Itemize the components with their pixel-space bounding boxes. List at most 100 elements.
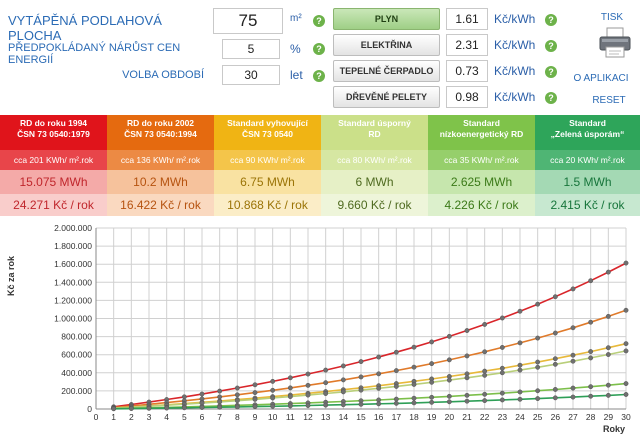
fuel-button-gas[interactable]: PLYN	[333, 8, 440, 30]
x-tick-label: 16	[374, 412, 384, 422]
data-point	[411, 364, 417, 370]
y-tick-label: 600.000	[61, 350, 92, 360]
data-point	[588, 319, 594, 325]
data-point	[623, 341, 629, 347]
standard-consumption: cca 136 KWh/ m².rok	[107, 150, 214, 170]
data-point	[287, 375, 293, 381]
x-tick-labels: 0 1 2 3 4 5 6 7 8 9 10 11 12 13 14 15 16 17 18 19 20 21 22 23 24…	[94, 412, 631, 422]
data-point	[535, 396, 541, 402]
y-tick-label: 2.000.000	[54, 223, 92, 233]
data-point	[570, 394, 576, 400]
fuel-price-heat-pump[interactable]: 0.73	[446, 60, 488, 82]
data-point	[517, 340, 523, 346]
fuel-help-icon-gas[interactable]: ?	[545, 14, 557, 26]
x-tick-label: 15	[356, 412, 366, 422]
data-point	[393, 368, 399, 374]
fuel-help-icon-pellets[interactable]: ?	[545, 92, 557, 104]
x-tick-label: 8	[235, 412, 240, 422]
growth-help-icon[interactable]: ?	[313, 43, 325, 55]
data-point	[517, 389, 523, 395]
x-tick-label: 28	[586, 412, 596, 422]
fuel-price-electricity[interactable]: 2.31	[446, 34, 488, 56]
area-unit: m²	[290, 13, 302, 24]
x-tick-label: 22	[480, 412, 490, 422]
data-point	[446, 333, 452, 339]
period-input[interactable]: 30	[222, 65, 280, 85]
print-link[interactable]: TISK	[600, 12, 624, 23]
x-tick-label: 7	[217, 412, 222, 422]
fuel-unit-gas: Kč/kWh	[494, 12, 536, 26]
x-tick-label: 27	[568, 412, 578, 422]
standard-title: RD do roku 2002 ČSN 73 0540:1994	[107, 115, 214, 150]
data-point	[482, 391, 488, 397]
standard-column: Standard „Zelená úsporám“ cca 20 KWh/ m².r…	[535, 115, 640, 216]
data-point	[605, 313, 611, 319]
standard-title-line1: Standard	[463, 118, 500, 128]
data-point	[358, 401, 364, 407]
fuel-help-icon-heat-pump[interactable]: ?	[545, 66, 557, 78]
fuel-price-gas[interactable]: 1.61	[446, 8, 488, 30]
standard-mwh: 2.625 MWh	[428, 170, 535, 194]
area-help-icon[interactable]: ?	[313, 15, 325, 27]
data-point	[411, 395, 417, 401]
data-point	[552, 356, 558, 362]
standard-title-line1: RD do roku 2002	[126, 118, 195, 128]
data-point	[570, 325, 576, 331]
standard-column: RD do roku 2002 ČSN 73 0540:1994 cca 136 K…	[107, 115, 214, 216]
growth-input[interactable]: 5	[222, 39, 280, 59]
fuel-button-electricity[interactable]: ELEKTŘINA	[333, 34, 440, 56]
data-point	[588, 278, 594, 284]
fuel-button-pellets[interactable]: DŘEVĚNÉ PELETY	[333, 86, 440, 108]
data-point	[305, 392, 311, 398]
x-tick-label: 19	[427, 412, 437, 422]
data-point	[570, 385, 576, 391]
data-point	[517, 362, 523, 368]
data-point	[429, 379, 435, 385]
data-point	[340, 377, 346, 383]
data-point	[199, 391, 205, 397]
data-point	[429, 361, 435, 367]
y-axis-label: Kč za rok	[6, 255, 16, 296]
x-tick-label: 25	[533, 412, 543, 422]
standard-cost: 2.415 Kč / rok	[535, 194, 640, 216]
fuel-unit-heat-pump: Kč/kWh	[494, 64, 536, 78]
growth-label: PŘEDPOKLÁDANÝ NÁRŮST CEN ENERGIÍ	[8, 42, 181, 66]
y-tick-label: 1.400.000	[54, 277, 92, 287]
data-point	[234, 385, 240, 391]
fuel-button-heat-pump[interactable]: TEPELNÉ ČERPADLO	[333, 60, 440, 82]
data-point	[217, 399, 223, 405]
printer-icon[interactable]	[598, 27, 632, 59]
y-tick-label: 200.000	[61, 386, 92, 396]
fuel-help-icon-electricity[interactable]: ?	[545, 40, 557, 52]
data-point	[358, 387, 364, 393]
x-tick-label: 12	[303, 412, 313, 422]
data-point	[270, 378, 276, 384]
area-label: VYTÁPĚNÁ PODLAHOVÁ PLOCHA	[8, 13, 162, 43]
standard-column: Standard nízkoenergetický RD cca 35 KWh/ m…	[428, 115, 535, 216]
fuel-price-pellets[interactable]: 0.98	[446, 86, 488, 108]
data-point	[323, 380, 329, 386]
area-input[interactable]: 75	[213, 8, 283, 34]
data-point	[570, 286, 576, 292]
data-point	[252, 390, 258, 396]
data-point	[252, 382, 258, 388]
y-tick-label: 400.000	[61, 368, 92, 378]
standard-title: Standard „Zelená úsporám“	[535, 115, 640, 150]
data-point	[393, 349, 399, 355]
reset-link[interactable]: RESET	[592, 95, 626, 106]
cost-chart: 0 200.000 400.000 600.000 800.000 1.000.000 1.…	[6, 223, 631, 434]
data-point	[446, 393, 452, 399]
series-line	[113, 262, 627, 408]
period-help-icon[interactable]: ?	[313, 70, 325, 82]
x-tick-label: 17	[392, 412, 402, 422]
data-point	[605, 352, 611, 357]
series-line	[113, 382, 627, 410]
standard-title: Standard úsporný RD	[321, 115, 428, 150]
x-tick-label: 21	[462, 412, 472, 422]
about-link[interactable]: O APLIKACI	[573, 73, 629, 84]
data-point	[358, 374, 364, 380]
data-point	[429, 339, 435, 345]
x-tick-label: 13	[321, 412, 331, 422]
data-point	[111, 406, 117, 412]
data-point	[287, 394, 293, 400]
